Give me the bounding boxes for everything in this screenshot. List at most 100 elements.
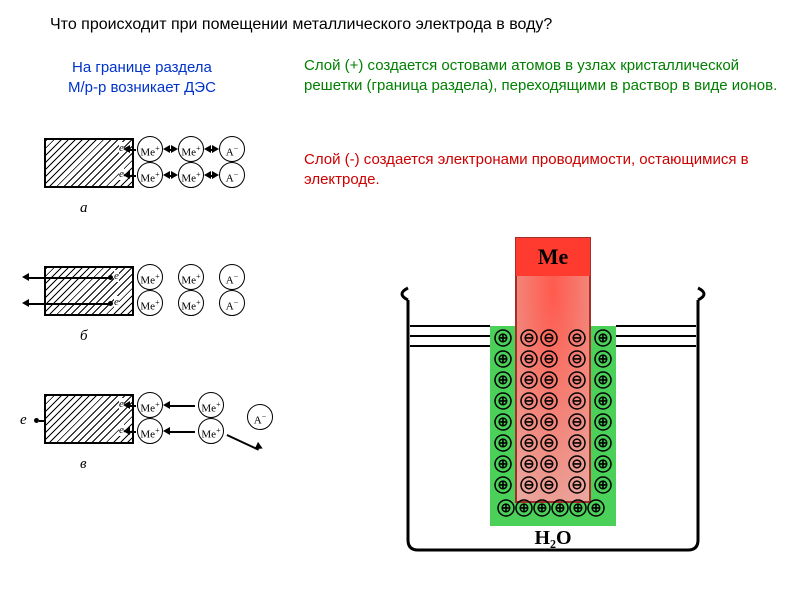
electrode: [44, 266, 134, 316]
svg-text:⊖: ⊖: [572, 330, 583, 345]
ion-text: Me: [140, 147, 155, 159]
svg-text:⊕: ⊕: [598, 477, 609, 492]
svg-text:⊕: ⊕: [498, 435, 509, 450]
svg-text:⊕: ⊕: [498, 414, 509, 429]
me-label: Me: [538, 244, 569, 269]
svg-text:⊕: ⊕: [573, 500, 584, 515]
arrow-head: [171, 171, 178, 179]
ion-me: Me+: [137, 264, 163, 290]
svg-text:⊕: ⊕: [498, 351, 509, 366]
svg-text:⊖: ⊖: [544, 414, 555, 429]
ion-text: Me: [140, 173, 155, 185]
ion-a: A−: [219, 136, 245, 162]
ion-me: Me+: [178, 136, 204, 162]
schematic-b: e Me+ Me+ A− e Me+ Me+ A− б: [20, 256, 290, 366]
svg-text:⊕: ⊕: [598, 456, 609, 471]
svg-text:⊖: ⊖: [572, 393, 583, 408]
ion-text: Me: [181, 275, 196, 287]
svg-text:⊕: ⊕: [598, 351, 609, 366]
arrow-head: [123, 427, 130, 435]
ion-me: Me+: [137, 136, 163, 162]
ion-me: Me+: [198, 392, 224, 418]
arrow-head: [212, 145, 219, 153]
svg-text:⊕: ⊕: [501, 500, 512, 515]
ion-text: Me: [140, 275, 155, 287]
ion-text: A: [226, 301, 234, 313]
ion-text: Me: [201, 429, 216, 441]
svg-text:⊖: ⊖: [572, 372, 583, 387]
arrow-head: [123, 401, 130, 409]
ion-me: Me+: [178, 162, 204, 188]
ion-text: Me: [140, 403, 155, 415]
arrow-head: [123, 145, 130, 153]
arrow-head: [123, 171, 130, 179]
ion-text: Me: [181, 173, 196, 185]
svg-text:⊖: ⊖: [524, 372, 535, 387]
svg-text:⊕: ⊕: [537, 500, 548, 515]
ion-me: Me+: [178, 264, 204, 290]
ion-text: Me: [140, 301, 155, 313]
svg-text:⊖: ⊖: [524, 456, 535, 471]
svg-text:⊖: ⊖: [544, 435, 555, 450]
label-a: а: [80, 200, 88, 217]
svg-text:⊕: ⊕: [598, 393, 609, 408]
arrow-head: [171, 145, 178, 153]
ion-text: Me: [140, 429, 155, 441]
ion-text: Me: [181, 147, 196, 159]
svg-text:⊖: ⊖: [524, 351, 535, 366]
schematics: e Me+ Me+ A− e Me+ Me+ A− а e Me+ Me+ A−: [20, 128, 290, 512]
svg-text:⊖: ⊖: [572, 456, 583, 471]
ion-a: A−: [219, 162, 245, 188]
e-label: e: [114, 296, 119, 308]
ion-me: Me+: [137, 392, 163, 418]
ion-me: Me+: [198, 418, 224, 444]
svg-text:⊖: ⊖: [544, 330, 555, 345]
ion-a: A−: [219, 264, 245, 290]
beaker-diagram: Me ⊕⊖⊖⊖⊕⊕⊖⊖⊖⊕⊕⊖⊖⊖⊕⊕⊖⊖⊖⊕⊕⊖⊖⊖⊕⊕⊖⊖⊖⊕⊕⊖⊖⊖⊕⊕⊖…: [388, 230, 718, 570]
ion-me: Me+: [137, 162, 163, 188]
svg-text:⊖: ⊖: [524, 330, 535, 345]
arrow-head: [255, 442, 265, 452]
svg-text:⊕: ⊕: [598, 372, 609, 387]
svg-text:⊕: ⊕: [598, 414, 609, 429]
svg-text:⊖: ⊖: [572, 477, 583, 492]
ion-text: Me: [201, 403, 216, 415]
svg-text:⊖: ⊖: [544, 393, 555, 408]
svg-text:⊕: ⊕: [555, 500, 566, 515]
ion-text: Me: [181, 301, 196, 313]
svg-text:⊕: ⊕: [591, 500, 602, 515]
schematic-v: е e Me+ Me+ A− e Me+ Me+ в: [20, 384, 290, 494]
svg-text:⊖: ⊖: [524, 477, 535, 492]
ion-a: A−: [247, 404, 273, 430]
e-label: e: [114, 270, 119, 282]
ion-text: A: [226, 173, 234, 185]
arrow-head: [22, 273, 29, 281]
svg-text:⊕: ⊕: [498, 372, 509, 387]
svg-text:⊖: ⊖: [544, 477, 555, 492]
ion-me: Me+: [137, 290, 163, 316]
svg-text:⊕: ⊕: [598, 330, 609, 345]
arrow: [28, 303, 110, 305]
arrow-head: [163, 401, 170, 409]
sub-right: Слой (+) создается остовами атомов в узл…: [304, 56, 784, 97]
h2o-label: Н₂O: [534, 527, 571, 549]
svg-text:⊕: ⊕: [498, 456, 509, 471]
red-text: Слой (-) создается электронами проводимо…: [304, 150, 784, 191]
svg-text:⊖: ⊖: [524, 414, 535, 429]
svg-text:⊕: ⊕: [498, 477, 509, 492]
label-b: б: [80, 328, 88, 345]
ion-text: A: [254, 415, 262, 427]
svg-text:⊖: ⊖: [524, 435, 535, 450]
svg-text:⊖: ⊖: [572, 414, 583, 429]
svg-text:⊕: ⊕: [598, 435, 609, 450]
svg-text:⊕: ⊕: [498, 393, 509, 408]
arrow-head: [22, 299, 29, 307]
e-left: е: [20, 412, 27, 429]
svg-text:⊖: ⊖: [572, 435, 583, 450]
svg-text:⊖: ⊖: [572, 351, 583, 366]
svg-text:⊖: ⊖: [544, 456, 555, 471]
arrow: [28, 277, 110, 279]
svg-text:⊕: ⊕: [498, 330, 509, 345]
ion-text: A: [226, 147, 234, 159]
ion-me: Me+: [178, 290, 204, 316]
